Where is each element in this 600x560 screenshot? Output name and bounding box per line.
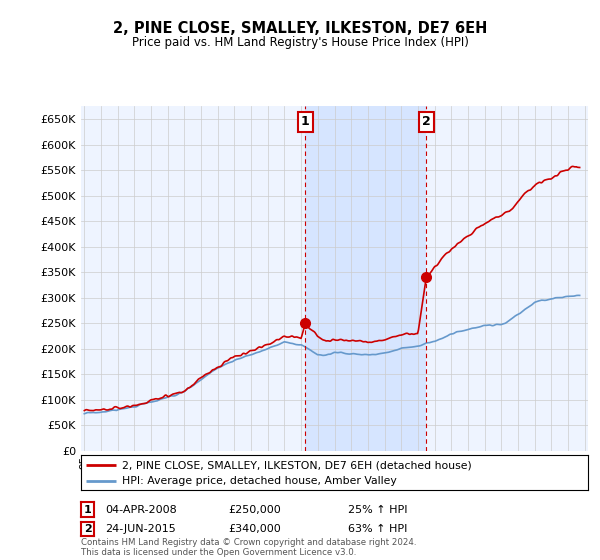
- Text: 2: 2: [422, 115, 431, 128]
- Text: 1: 1: [84, 505, 91, 515]
- Text: 2, PINE CLOSE, SMALLEY, ILKESTON, DE7 6EH: 2, PINE CLOSE, SMALLEY, ILKESTON, DE7 6E…: [113, 21, 487, 36]
- Text: 63% ↑ HPI: 63% ↑ HPI: [348, 524, 407, 534]
- Text: Price paid vs. HM Land Registry's House Price Index (HPI): Price paid vs. HM Land Registry's House …: [131, 36, 469, 49]
- Text: Contains HM Land Registry data © Crown copyright and database right 2024.
This d: Contains HM Land Registry data © Crown c…: [81, 538, 416, 557]
- Text: 2, PINE CLOSE, SMALLEY, ILKESTON, DE7 6EH (detached house): 2, PINE CLOSE, SMALLEY, ILKESTON, DE7 6E…: [122, 460, 472, 470]
- Text: 2: 2: [84, 524, 91, 534]
- Text: 1: 1: [301, 115, 310, 128]
- Text: 24-JUN-2015: 24-JUN-2015: [105, 524, 176, 534]
- Bar: [305, 106, 426, 451]
- Text: 25% ↑ HPI: 25% ↑ HPI: [348, 505, 407, 515]
- Text: £250,000: £250,000: [228, 505, 281, 515]
- Text: 04-APR-2008: 04-APR-2008: [105, 505, 177, 515]
- Text: £340,000: £340,000: [228, 524, 281, 534]
- Text: HPI: Average price, detached house, Amber Valley: HPI: Average price, detached house, Ambe…: [122, 477, 397, 486]
